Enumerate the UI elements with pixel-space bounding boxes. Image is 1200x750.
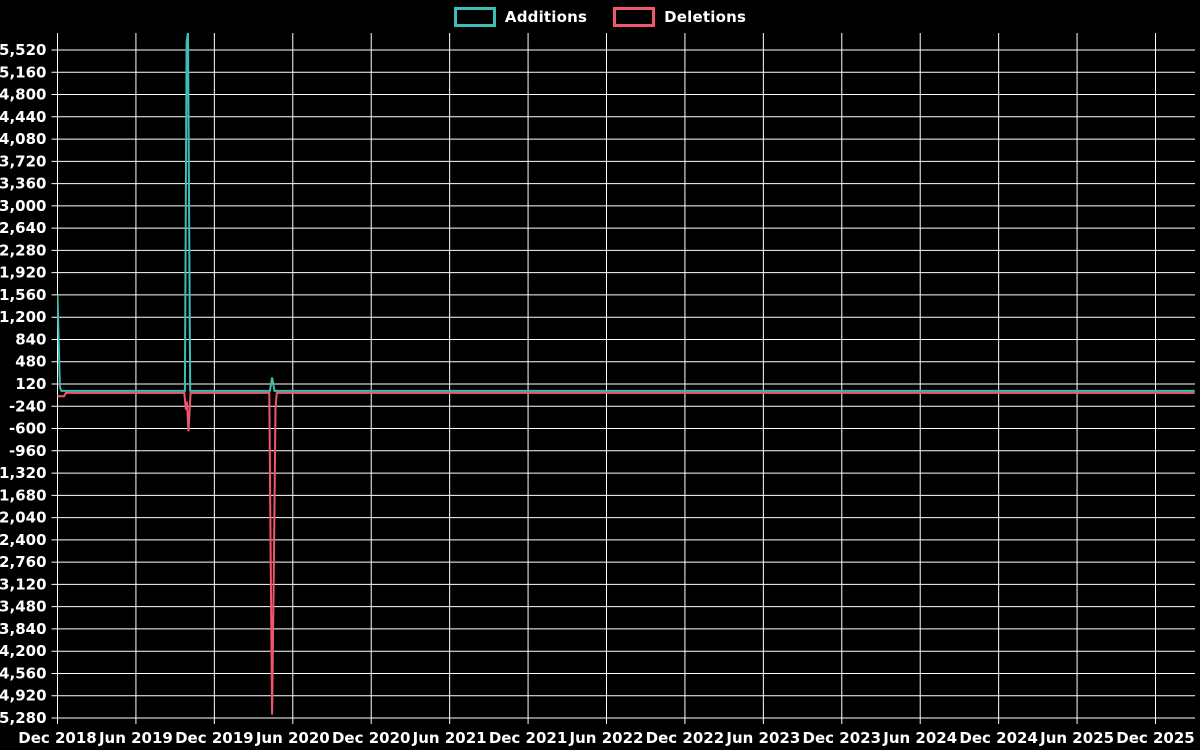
legend-item-additions[interactable]: Additions: [453, 7, 588, 27]
y-tick-label: -1,320: [0, 464, 47, 482]
chart-legend: Additions Deletions: [0, 7, 1200, 27]
x-tick-label: Dec 2021: [489, 729, 568, 747]
series-line-deletions: [57, 391, 1195, 715]
y-tick-label: 3,360: [0, 175, 47, 193]
y-tick-label: -2,040: [0, 509, 47, 527]
y-tick-label: -3,480: [0, 598, 47, 616]
y-tick-label: 4,800: [0, 86, 47, 104]
x-tick-label: Jun 2021: [412, 729, 487, 747]
y-tick-label: 840: [15, 330, 46, 348]
x-tick-label: Dec 2019: [175, 729, 254, 747]
x-tick-label: Dec 2024: [959, 729, 1038, 747]
y-tick-label: 4,080: [0, 130, 47, 148]
x-tick-label: Jun 2020: [255, 729, 330, 747]
series-line-additions: [57, 33, 1195, 392]
x-tick-label: Jun 2019: [98, 729, 173, 747]
y-tick-label: -240: [9, 397, 47, 415]
y-tick-label: 480: [15, 353, 46, 371]
y-tick-label: 1,920: [0, 264, 47, 282]
additions-swatch: [453, 7, 496, 27]
deletions-swatch: [613, 7, 656, 27]
y-tick-label: 2,280: [0, 241, 47, 259]
y-tick-label: 2,640: [0, 219, 47, 237]
y-tick-label: 3,720: [0, 152, 47, 170]
axis-tick-labels: 5,520 5,160 4,800 4,440 4,080 3,720 3,360 3,000…: [0, 41, 1195, 747]
grid-lines: [51, 33, 1195, 724]
y-tick-label: 5,160: [0, 63, 47, 81]
y-tick-label: -4,560: [0, 664, 47, 682]
x-tick-label: Dec 2018: [18, 729, 97, 747]
y-tick-label: 1,560: [0, 286, 47, 304]
x-tick-label: Jun 2025: [1039, 729, 1114, 747]
y-tick-label: -3,840: [0, 620, 47, 638]
y-tick-label: 5,520: [0, 41, 47, 59]
y-tick-label: -2,400: [0, 531, 47, 549]
y-tick-label: -4,200: [0, 642, 47, 660]
x-tick-label: Dec 2025: [1116, 729, 1195, 747]
x-tick-label: Jun 2023: [725, 729, 800, 747]
series-lines: [57, 33, 1195, 715]
y-tick-label: -600: [9, 420, 47, 438]
x-tick-label: Jun 2024: [882, 729, 957, 747]
x-tick-label: Dec 2023: [803, 729, 882, 747]
x-tick-label: Dec 2022: [646, 729, 725, 747]
y-tick-label: -3,120: [0, 575, 47, 593]
y-tick-label: 3,000: [0, 197, 47, 215]
y-tick-label: 120: [15, 375, 46, 393]
y-tick-label: -5,280: [0, 709, 47, 727]
additions-legend-label: Additions: [504, 8, 588, 26]
y-tick-label: -960: [9, 442, 47, 460]
y-tick-label: 1,200: [0, 308, 47, 326]
x-tick-label: Dec 2020: [332, 729, 411, 747]
y-tick-label: -1,680: [0, 486, 47, 504]
x-tick-label: Jun 2022: [569, 729, 644, 747]
deletions-legend-label: Deletions: [664, 8, 747, 26]
y-tick-label: 4,440: [0, 108, 47, 126]
y-tick-label: -2,760: [0, 553, 47, 571]
y-tick-label: -4,920: [0, 687, 47, 705]
legend-item-deletions[interactable]: Deletions: [613, 7, 746, 27]
